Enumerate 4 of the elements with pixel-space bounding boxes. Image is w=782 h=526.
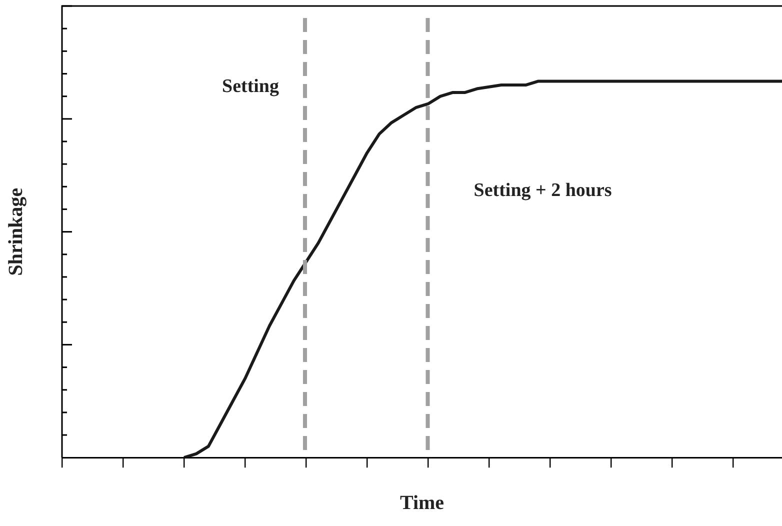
annotation: Setting bbox=[222, 76, 280, 97]
y-axis-title: Shrinkage bbox=[5, 188, 27, 276]
x-axis-title: Time bbox=[400, 492, 444, 514]
annotation: Setting + 2 hours bbox=[474, 180, 612, 201]
